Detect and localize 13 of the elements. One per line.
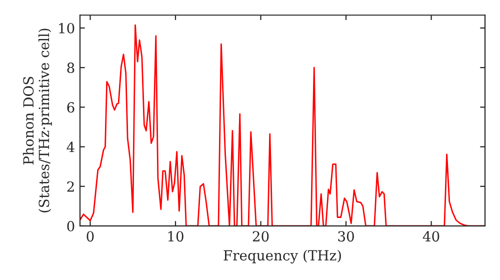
y-tick-label: 2 — [67, 181, 74, 192]
y-tick-label: 10 — [59, 22, 74, 34]
x-tick-label: 40 — [422, 231, 440, 242]
x-tick-label: 20 — [252, 231, 269, 242]
y-tick-label: 8 — [67, 62, 74, 74]
x-tick-label: 10 — [168, 231, 184, 242]
y-axis-title: Phonon DOS (States/THz·primitive cell) — [22, 28, 52, 212]
y-tick-label: 4 — [66, 142, 74, 152]
x-axis-title: Frequency (THz) — [224, 250, 341, 264]
x-tick-label: 0 — [86, 231, 94, 242]
y-tick-label: 6 — [67, 102, 74, 113]
x-tick-label: 30 — [338, 231, 354, 242]
y-tick-label: 0 — [67, 220, 74, 232]
